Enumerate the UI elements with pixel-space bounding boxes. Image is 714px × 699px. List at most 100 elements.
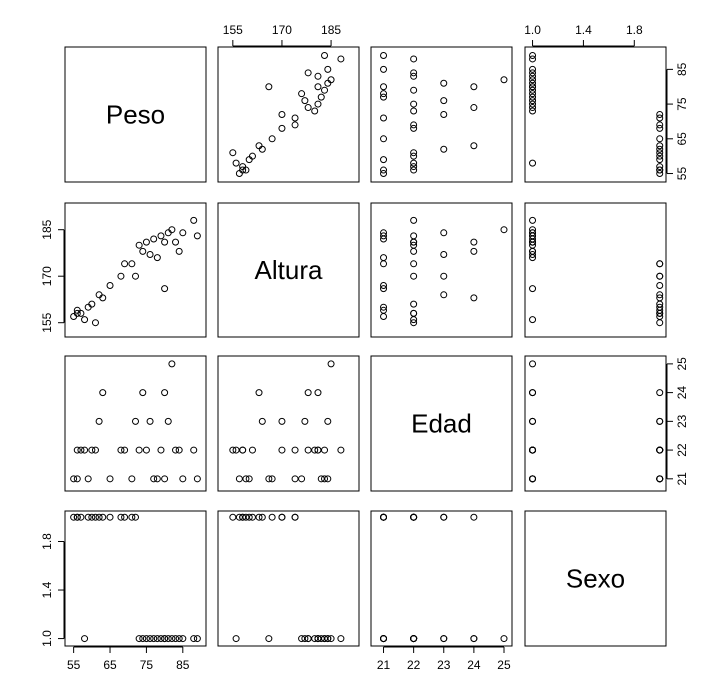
point-peso-vs-sexo-4 [529, 159, 537, 167]
panel-altura-vs-edad [370, 202, 513, 338]
point-peso-vs-sexo-11 [656, 124, 664, 132]
point-edad-vs-sexo-12 [656, 446, 664, 454]
point-altura-vs-edad-16 [470, 247, 478, 255]
point-altura-vs-edad-25 [500, 226, 508, 234]
point-edad-vs-sexo-9 [656, 389, 664, 397]
point-edad-vs-altura-23 [265, 475, 273, 483]
point-edad-vs-altura-9 [255, 389, 263, 397]
point-peso-vs-edad-13 [380, 114, 388, 122]
point-peso-vs-edad-19 [380, 93, 388, 101]
point-edad-vs-peso-28 [179, 475, 187, 483]
point-edad-vs-peso-2 [73, 475, 81, 483]
point-peso-vs-edad-11 [410, 124, 418, 132]
point-edad-vs-peso-6 [88, 446, 96, 454]
axis-edad-right-tick-label: 21 [675, 472, 689, 486]
point-sexo-vs-altura-7 [229, 513, 237, 521]
point-altura-vs-peso-7 [91, 319, 99, 327]
point-peso-vs-edad-17 [410, 100, 418, 108]
point-edad-vs-peso-27 [175, 446, 183, 454]
axis-edad-right-tick-label: 24 [675, 386, 689, 400]
point-peso-vs-altura-15 [311, 107, 319, 115]
point-altura-vs-peso-29 [190, 216, 198, 224]
point-peso-vs-altura-14 [278, 111, 286, 118]
point-peso-vs-sexo-30 [529, 51, 537, 59]
point-peso-vs-sexo-20 [529, 90, 537, 98]
point-edad-vs-altura-5 [245, 475, 253, 483]
point-edad-vs-sexo-24 [529, 417, 537, 425]
point-edad-vs-peso-19 [150, 475, 158, 483]
axis-peso-right-tick-label: 75 [675, 97, 689, 111]
point-sexo-vs-altura-5 [245, 513, 253, 521]
point-altura-vs-edad-10 [380, 282, 388, 289]
point-edad-vs-peso-22 [161, 389, 169, 397]
point-sexo-vs-altura-3 [239, 513, 247, 521]
point-sexo-vs-peso-24 [164, 635, 172, 643]
point-sexo-vs-peso-21 [157, 635, 165, 643]
point-peso-vs-altura-23 [265, 83, 273, 91]
point-edad-vs-altura-29 [337, 446, 345, 454]
axis-sexo-top-tick-label: 1.0 [524, 23, 541, 37]
panel-edad-vs-altura [217, 355, 360, 492]
point-altura-vs-edad-6 [410, 300, 418, 308]
axis-edad-right-tick-label: 23 [675, 414, 689, 428]
point-sexo-vs-peso-0 [70, 513, 78, 521]
point-altura-vs-peso-23 [161, 285, 169, 293]
matrix-axes: 55 65 75 85 55 65 75 85 155 170 185 155 170 185 21 22 23… [40, 23, 689, 672]
axis-peso-bottom-tick-label: 65 [103, 658, 117, 672]
point-edad-vs-altura-10 [268, 475, 276, 483]
panel-altura-vs-sexo [524, 202, 667, 338]
axis-sexo-left-tick-label: 1.0 [40, 630, 54, 647]
point-peso-vs-edad-21 [410, 86, 418, 94]
point-peso-vs-sexo-7 [656, 149, 664, 157]
panel-edad-vs-peso [64, 355, 207, 492]
point-sexo-vs-peso-11 [117, 513, 125, 521]
point-peso-vs-sexo-6 [656, 152, 664, 160]
point-edad-vs-altura-7 [229, 446, 237, 454]
point-peso-vs-edad-6 [410, 152, 418, 160]
point-peso-vs-edad-30 [380, 51, 388, 59]
axis-altura-top-tick-label: 155 [223, 23, 243, 37]
point-altura-vs-sexo-27 [529, 247, 537, 255]
point-altura-vs-edad-8 [440, 291, 448, 299]
point-peso-vs-altura-16 [304, 104, 312, 112]
point-peso-vs-altura-25 [327, 76, 335, 84]
point-edad-vs-sexo-30 [529, 475, 537, 483]
point-edad-vs-peso-21 [157, 446, 165, 454]
axis-peso-right-tick-label: 55 [675, 167, 689, 181]
point-peso-vs-edad-25 [500, 76, 508, 84]
point-edad-vs-altura-0 [235, 475, 243, 483]
point-altura-vs-peso-12 [121, 260, 129, 268]
point-altura-vs-sexo-14 [656, 272, 664, 280]
point-edad-vs-peso-30 [193, 475, 201, 483]
diagonal-label-peso: Peso [106, 100, 165, 130]
axis-altura-left-tick-label: 155 [40, 312, 54, 332]
point-sexo-vs-altura-6 [248, 513, 256, 521]
point-edad-vs-sexo-29 [529, 446, 537, 454]
point-sexo-vs-altura-14 [278, 513, 286, 521]
point-altura-vs-peso-18 [146, 251, 154, 258]
point-altura-vs-sexo-5 [656, 303, 664, 311]
point-peso-vs-edad-2 [380, 166, 388, 174]
point-altura-vs-edad-7 [410, 319, 418, 327]
point-edad-vs-altura-14 [278, 417, 286, 425]
point-edad-vs-altura-12 [291, 446, 299, 454]
point-altura-vs-peso-25 [168, 226, 176, 234]
point-sexo-vs-peso-18 [146, 635, 154, 643]
point-peso-vs-altura-4 [232, 159, 240, 167]
point-peso-vs-edad-14 [440, 111, 448, 118]
point-edad-vs-altura-13 [291, 475, 299, 483]
point-sexo-vs-edad-25 [500, 635, 508, 643]
point-sexo-vs-peso-20 [153, 635, 161, 643]
point-edad-vs-peso-1 [73, 446, 81, 454]
point-peso-vs-edad-26 [410, 72, 418, 80]
point-peso-vs-sexo-17 [529, 100, 537, 108]
point-peso-vs-sexo-29 [529, 55, 537, 63]
point-altura-vs-edad-30 [380, 232, 388, 240]
point-edad-vs-altura-6 [248, 446, 256, 454]
point-peso-vs-edad-0 [380, 170, 388, 178]
axis-altura-left-tick-label: 185 [40, 219, 54, 239]
point-edad-vs-altura-11 [278, 446, 286, 454]
point-altura-vs-edad-0 [380, 313, 388, 320]
point-sexo-vs-peso-5 [84, 513, 92, 521]
